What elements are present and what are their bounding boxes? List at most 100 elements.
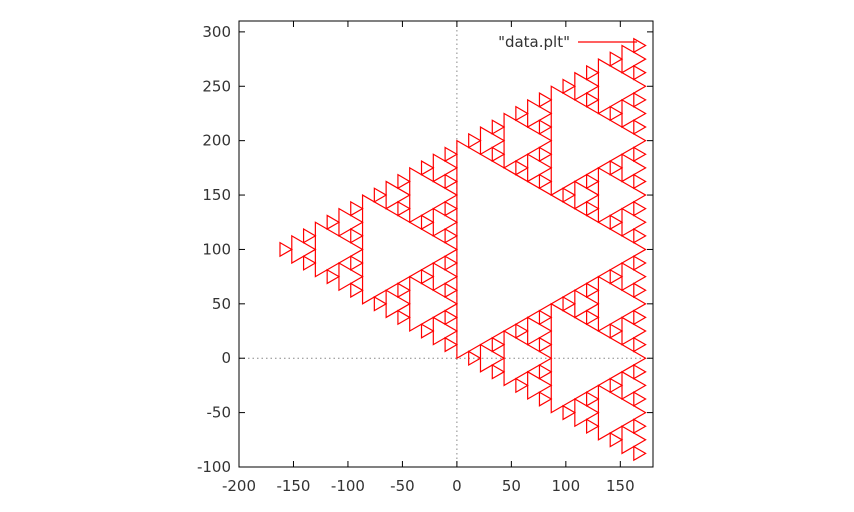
fractal-triangle [373,295,388,312]
x-tick-label: -150 [276,477,310,495]
fractal-triangle [279,241,293,258]
fractal-triangle [373,187,388,203]
fractal-triangle [562,404,577,421]
fractal-triangle [586,64,600,81]
fractal-triangle [444,200,459,217]
fractal-triangle [633,391,647,407]
x-tick-label: 100 [552,477,581,495]
fractal-triangle [586,173,600,190]
fractal-triangle [302,228,317,244]
y-tick-label: 250 [202,77,231,95]
fractal-triangle [397,282,411,299]
fractal-triangle [633,282,647,299]
y-tick-label: 300 [202,23,231,41]
fractal-triangle [444,173,459,190]
fractal-triangle [420,160,435,176]
fractal-triangle [562,187,577,203]
y-tick-label: 100 [202,240,231,258]
fractal-triangle [609,105,624,122]
fractal-triangle [633,309,647,326]
legend: "data.plt" [498,33,637,51]
fractal-triangle [586,200,600,217]
fractal-triangle [633,119,647,135]
fractal-triangle [468,132,482,149]
fractal-triangle [609,214,624,231]
fractal-triangle [326,214,341,231]
x-tick-label: 150 [606,477,635,495]
fractal-triangle [586,418,600,435]
fractal-triangle [515,160,529,176]
fractal-triangle [633,363,647,380]
fractal-triangle [538,336,553,353]
fractal-triangle [397,200,411,217]
x-tick-label: -50 [390,477,415,495]
fractal-triangle [515,323,529,339]
fractal-triangle [491,146,506,163]
fractal-triangle [515,377,529,394]
fractal-triangle [420,214,435,231]
fractal-triangle [586,309,600,326]
fractal-triangle [491,363,506,380]
fractal-triangle [538,391,553,407]
fractal-triangle [420,268,435,285]
y-tick-label: 50 [212,295,231,313]
fractal-triangle [538,173,553,190]
fractal-triangle [633,445,647,462]
fractal-triangle [586,391,600,407]
fractal-triangle [397,309,411,326]
fractal-triangle [397,173,411,190]
x-tick-label: -100 [331,477,365,495]
fractal-triangle [468,350,482,367]
x-tick-label: 50 [502,477,521,495]
fractal-triangle [538,119,553,135]
fractal-triangle [609,268,624,285]
fractal-triangle [326,268,341,285]
fractal-triangle [586,282,600,299]
fractal-triangle [633,255,647,271]
axes: -200 -150 -100 -50 0 50 100 150 -100 -50 0 50 100 150… [197,21,653,495]
y-tick-label: -100 [197,458,231,476]
y-tick-label: 0 [221,349,231,367]
fractal-triangle [491,119,506,135]
fractal-triangle [633,146,647,163]
fractal-triangle [633,418,647,435]
legend-label: "data.plt" [498,33,570,51]
fractal-triangle [350,282,364,299]
fractal-triangle [515,105,529,122]
x-tick-label: 0 [452,477,462,495]
fractal-triangle [609,431,624,448]
fractal-triangle [444,282,459,299]
y-tick-label: -50 [207,404,232,422]
fractal-triangle [562,295,577,312]
fractal-triangle [633,92,647,108]
fractal-triangle [538,363,553,380]
fractal-triangle [609,377,624,394]
fractal-triangle [609,160,624,176]
x-tick-label: -200 [222,477,256,495]
fractal-triangle [444,309,459,326]
fractal-triangle [444,228,459,244]
fractal-triangle [302,255,317,271]
fractal-triangle [350,228,364,244]
fractal-triangle [444,146,459,163]
fractal-triangle [538,92,553,108]
fractal-triangle [350,200,364,217]
y-tick-label: 200 [202,132,231,150]
fractal-triangle [562,78,577,95]
plot-border [238,20,654,468]
fractal-triangle [420,323,435,339]
fractal-triangle [444,336,459,353]
fractal-triangle [633,37,647,54]
fractal-triangle [586,92,600,108]
fractal-triangle [538,146,553,163]
fractal-triangle [491,336,506,353]
fractal-triangle [633,200,647,217]
fractal-triangle [609,323,624,339]
fractal-triangle [633,228,647,244]
fractal-triangle [350,255,364,271]
fractal-triangle [633,336,647,353]
fractal-triangle [633,64,647,81]
fractal-triangle [633,173,647,190]
fractal-triangle [538,309,553,326]
